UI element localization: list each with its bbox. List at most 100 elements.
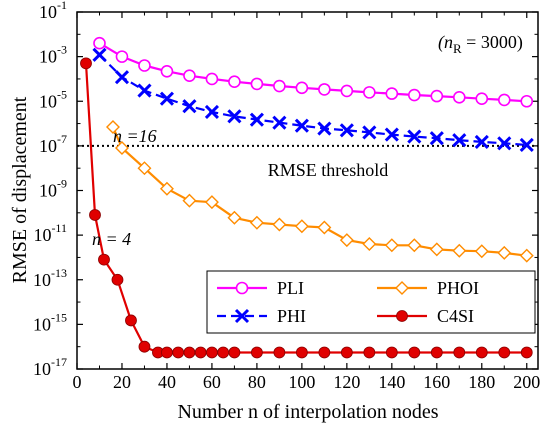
- x-marker-stroke: [384, 127, 399, 142]
- circle-marker: [520, 346, 533, 359]
- circle-marker: [475, 346, 488, 359]
- diamond-marker: [395, 281, 409, 295]
- axis-tick-labels: 0 20 40 60 80 100 120 140 160 180 200 10-17 10-15 10-…: [33, 0, 540, 392]
- param-annotation: (nR = 3000): [438, 32, 523, 56]
- x-marker-stroke: [249, 112, 264, 127]
- diamond-marker: [339, 233, 354, 248]
- x-marker: [204, 104, 219, 120]
- circle-marker: [430, 346, 443, 359]
- x-tick-label: 40: [158, 372, 176, 392]
- circle-marker: [408, 346, 421, 359]
- y-tick-label: 10-3: [39, 43, 67, 67]
- circle-marker: [475, 92, 489, 106]
- x-tick-label: 100: [288, 372, 315, 392]
- y-tick-label: 10-15: [33, 310, 67, 334]
- circle-marker: [125, 314, 137, 327]
- circle-marker: [194, 346, 207, 359]
- diamond-marker: [362, 237, 377, 251]
- circle-marker: [235, 281, 249, 295]
- x-marker-stroke: [474, 134, 489, 150]
- legend: PLI PHOI PHI C4SI: [206, 270, 536, 334]
- x-tick-label: 140: [378, 372, 405, 392]
- legend-item-c4si: C4SI: [377, 306, 474, 326]
- diamond-marker: [384, 238, 399, 253]
- x-tick-label: 120: [333, 372, 360, 392]
- circle-marker: [206, 346, 218, 359]
- legend-item-pli: PLI: [217, 278, 304, 298]
- circle-marker: [138, 59, 151, 72]
- diamond-marker: [137, 161, 152, 176]
- x-tick-label: 80: [248, 372, 266, 392]
- circle-marker: [172, 346, 185, 359]
- diamond-marker: [105, 120, 120, 135]
- x-marker-stroke: [137, 83, 152, 98]
- threshold-label: RMSE threshold: [268, 160, 389, 180]
- circle-marker: [183, 346, 196, 359]
- diamond-marker: [519, 248, 534, 263]
- circle-marker: [273, 346, 286, 359]
- x-marker: [429, 131, 444, 146]
- circle-marker: [161, 346, 173, 359]
- param-sub: R: [453, 41, 462, 56]
- x-marker: [92, 47, 107, 62]
- x-marker: [452, 133, 467, 148]
- circle-marker: [89, 209, 101, 221]
- x-marker-stroke: [92, 47, 107, 62]
- diamond-marker: [272, 217, 287, 232]
- y-axis-title: RMSE of displacement: [9, 96, 31, 283]
- legend-box: [206, 270, 536, 334]
- circle-marker: [160, 64, 174, 78]
- series-c4si: [80, 57, 533, 359]
- diamond-marker: [474, 244, 489, 259]
- circle-marker: [385, 87, 399, 100]
- x-marker-stroke: [294, 118, 309, 133]
- x-tick-label: 160: [423, 372, 450, 392]
- circle-marker: [453, 346, 466, 359]
- circle-marker: [340, 346, 353, 359]
- circle-marker: [251, 346, 263, 359]
- legend-item-phoi: PHOI: [377, 278, 479, 298]
- circle-marker: [98, 253, 110, 266]
- diamond-marker: [227, 210, 242, 225]
- x-marker-stroke: [362, 125, 377, 140]
- x-marker: [362, 125, 377, 140]
- circle-marker: [430, 89, 444, 103]
- series-phi-line: [98, 54, 527, 147]
- circle-marker: [217, 346, 230, 359]
- circle-marker: [396, 310, 408, 322]
- x-marker: [519, 137, 534, 153]
- x-marker: [407, 129, 422, 144]
- legend-label: PHI: [277, 306, 306, 326]
- y-tick-label: 10-7: [39, 132, 67, 156]
- circle-marker: [318, 346, 331, 359]
- x-tick-label: 60: [203, 372, 221, 392]
- circle-marker: [498, 346, 511, 359]
- x-marker: [497, 136, 512, 151]
- x-marker: [384, 127, 399, 142]
- x-marker-stroke: [429, 131, 444, 146]
- x-marker: [159, 91, 175, 106]
- circle-marker: [205, 72, 219, 86]
- axis-ticks: [76, 11, 538, 370]
- y-tick-label: 10-9: [39, 177, 67, 201]
- n4-annotation: n = 4: [92, 229, 131, 249]
- circle-marker: [318, 83, 331, 96]
- legend-label: PLI: [277, 278, 304, 298]
- circle-marker: [228, 346, 241, 359]
- x-marker: [474, 134, 489, 150]
- series-pli: [93, 36, 534, 108]
- x-marker: [249, 112, 264, 127]
- y-tick-label: 10-1: [39, 0, 67, 22]
- x-marker: [137, 83, 152, 98]
- x-marker: [227, 109, 242, 124]
- x-marker-stroke: [182, 99, 197, 114]
- circle-marker: [115, 50, 129, 63]
- circle-marker: [138, 340, 151, 353]
- x-marker-stroke: [114, 70, 130, 85]
- x-marker-stroke: [519, 137, 534, 153]
- diamond-marker: [317, 220, 332, 235]
- x-marker: [272, 115, 287, 130]
- circle-marker: [183, 69, 196, 82]
- circle-marker: [452, 91, 466, 104]
